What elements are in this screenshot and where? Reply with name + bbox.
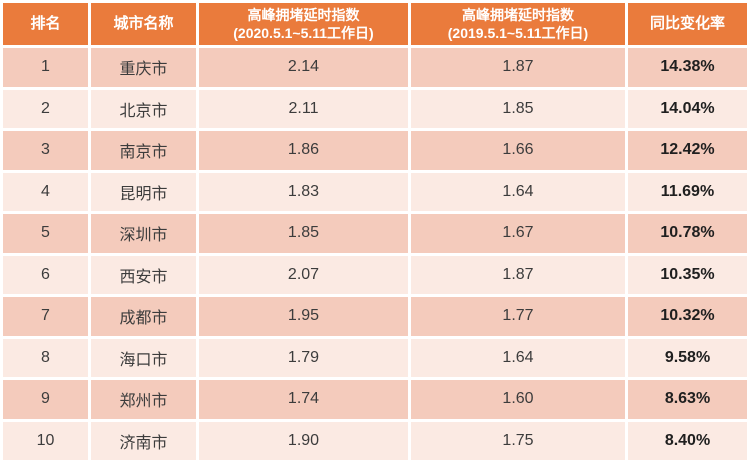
col-header-index-2020-period: (2020.5.1~5.11工作日) <box>233 25 374 41</box>
col-header-index-2019-period: (2019.5.1~5.11工作日) <box>447 25 589 41</box>
city-cell: 成都市 <box>91 297 196 336</box>
table-row: 3 南京市 1.86 1.66 12.42% <box>3 131 747 170</box>
rank-cell: 3 <box>3 131 88 170</box>
index-2020-cell: 1.74 <box>199 380 408 419</box>
col-header-yoy-label: 同比变化率 <box>649 15 725 33</box>
table-row: 6 西安市 2.07 1.87 10.35% <box>3 255 747 294</box>
col-header-city: 城市名称 <box>91 3 196 45</box>
col-header-index-2020-title: 高峰拥堵延时指数 <box>247 6 360 23</box>
index-2020-cell: 1.95 <box>199 297 408 336</box>
index-2019-cell: 1.87 <box>411 255 625 294</box>
yoy-cell: 14.38% <box>628 48 747 87</box>
index-2019-cell: 1.60 <box>411 380 625 419</box>
yoy-cell: 12.42% <box>628 131 747 170</box>
yoy-cell: 8.63% <box>628 380 747 419</box>
city-cell: 济南市 <box>91 421 196 460</box>
index-2020-cell: 2.07 <box>199 255 408 294</box>
city-cell: 深圳市 <box>91 214 196 253</box>
col-header-city-label: 城市名称 <box>113 15 174 33</box>
rank-cell: 5 <box>3 214 88 253</box>
col-header-index-2020: 高峰拥堵延时指数 (2020.5.1~5.11工作日) <box>199 3 408 45</box>
index-2020-cell: 1.90 <box>199 421 408 460</box>
index-2019-cell: 1.66 <box>411 131 625 170</box>
index-2019-cell: 1.75 <box>411 421 625 460</box>
city-cell: 西安市 <box>91 255 196 294</box>
table-row: 1 重庆市 2.14 1.87 14.38% <box>3 48 747 87</box>
col-header-yoy: 同比变化率 <box>628 3 747 45</box>
index-2019-cell: 1.87 <box>411 48 625 87</box>
table-row: 7 成都市 1.95 1.77 10.32% <box>3 297 747 336</box>
col-header-rank-label: 排名 <box>30 15 61 33</box>
rank-cell: 1 <box>3 48 88 87</box>
rank-cell: 9 <box>3 380 88 419</box>
city-cell: 海口市 <box>91 338 196 377</box>
city-cell: 昆明市 <box>91 172 196 211</box>
index-2020-cell: 1.79 <box>199 338 408 377</box>
city-cell: 南京市 <box>91 131 196 170</box>
table-row: 4 昆明市 1.83 1.64 11.69% <box>3 172 747 211</box>
rank-cell: 6 <box>3 255 88 294</box>
yoy-cell: 11.69% <box>628 172 747 211</box>
rank-cell: 4 <box>3 172 88 211</box>
col-header-index-2019: 高峰拥堵延时指数 (2019.5.1~5.11工作日) <box>411 3 625 45</box>
index-2020-cell: 1.85 <box>199 214 408 253</box>
city-cell: 郑州市 <box>91 380 196 419</box>
index-2019-cell: 1.85 <box>411 89 625 128</box>
index-2019-cell: 1.67 <box>411 214 625 253</box>
index-2020-cell: 1.83 <box>199 172 408 211</box>
header-row: 排名 城市名称 高峰拥堵延时指数 (2020.5.1~5.11工作日) 高峰拥堵… <box>3 3 747 45</box>
index-2020-cell: 1.86 <box>199 131 408 170</box>
yoy-cell: 14.04% <box>628 89 747 128</box>
rank-cell: 8 <box>3 338 88 377</box>
index-2019-cell: 1.64 <box>411 338 625 377</box>
index-2020-cell: 2.11 <box>199 89 408 128</box>
table-row: 5 深圳市 1.85 1.67 10.78% <box>3 214 747 253</box>
index-2020-cell: 2.14 <box>199 48 408 87</box>
yoy-cell: 8.40% <box>628 421 747 460</box>
col-header-rank: 排名 <box>3 3 88 45</box>
col-header-index-2019-title: 高峰拥堵延时指数 <box>462 6 574 23</box>
table-row: 10 济南市 1.90 1.75 8.40% <box>3 421 747 460</box>
rank-cell: 10 <box>3 421 88 460</box>
table-row: 2 北京市 2.11 1.85 14.04% <box>3 89 747 128</box>
rank-cell: 7 <box>3 297 88 336</box>
city-cell: 北京市 <box>91 89 196 128</box>
index-2019-cell: 1.77 <box>411 297 625 336</box>
city-cell: 重庆市 <box>91 48 196 87</box>
yoy-cell: 10.35% <box>628 255 747 294</box>
rank-cell: 2 <box>3 89 88 128</box>
table-row: 8 海口市 1.79 1.64 9.58% <box>3 338 747 377</box>
index-2019-cell: 1.64 <box>411 172 625 211</box>
table-row: 9 郑州市 1.74 1.60 8.63% <box>3 380 747 419</box>
yoy-cell: 9.58% <box>628 338 747 377</box>
yoy-cell: 10.32% <box>628 297 747 336</box>
yoy-cell: 10.78% <box>628 214 747 253</box>
